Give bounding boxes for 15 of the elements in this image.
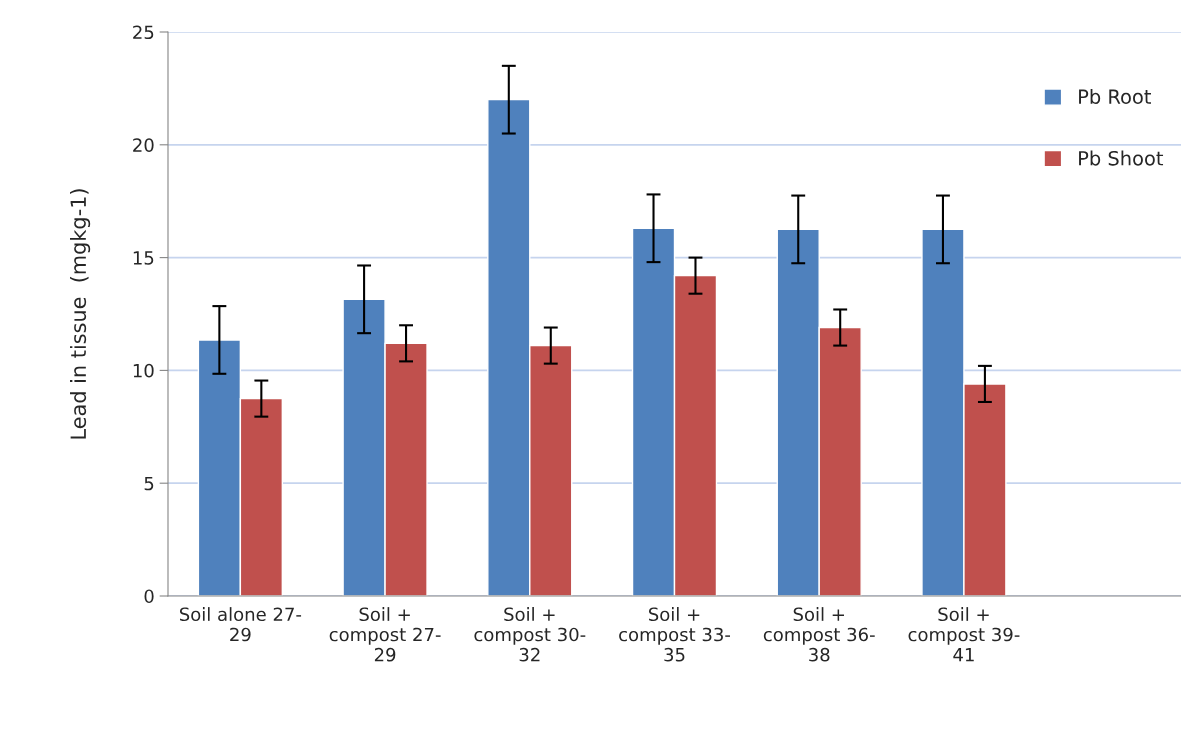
x-tick-label: Soil + compost 33- 35 [619, 607, 731, 662]
x-tick-label: Soil alone 27- 29 [179, 607, 302, 642]
legend-label: Pb Shoot [1079, 150, 1164, 166]
legend-label: Pb Root [1079, 88, 1151, 105]
x-tick-label: Soil + compost 30- 32 [474, 607, 586, 662]
y-tick-label: 10 [133, 363, 154, 378]
y-tick-label: 15 [133, 251, 154, 265]
x-tick-label: Soil + compost 39- 41 [908, 607, 1020, 662]
y-axis-title: Lead in tissue (mgkg-1) [70, 189, 91, 439]
x-tick-label: Soil + compost 27- 29 [329, 607, 441, 662]
y-tick-label: 0 [144, 589, 154, 604]
y-tick-label: 25 [133, 25, 154, 40]
y-tick-label: 5 [144, 476, 154, 491]
y-tick-label: 20 [133, 138, 154, 152]
x-tick-label: Soil + compost 36- 38 [763, 607, 875, 662]
